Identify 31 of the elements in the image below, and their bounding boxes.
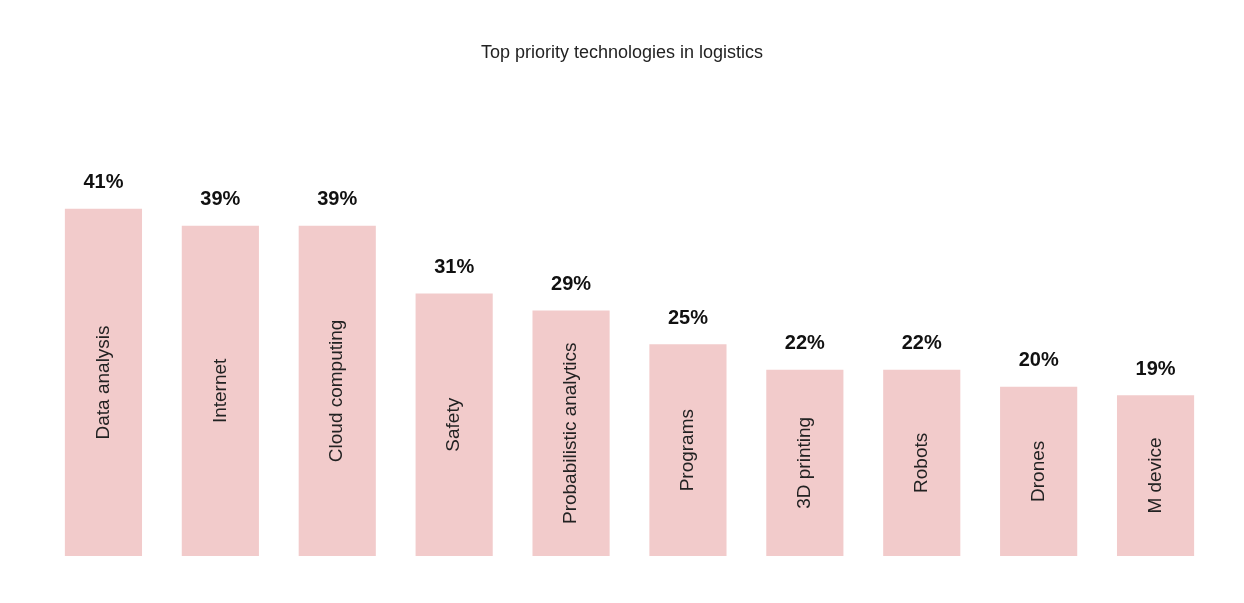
bar <box>1000 386 1078 556</box>
data-label: 22% <box>784 331 826 354</box>
data-label: 41% <box>83 170 124 193</box>
x-tick-label: Cloud computing <box>325 319 347 463</box>
bar <box>1116 395 1195 556</box>
x-tick-label: M device <box>1143 437 1165 514</box>
data-label: 19% <box>1135 356 1176 379</box>
x-tick-label: Robots <box>909 432 931 493</box>
bar <box>649 344 727 556</box>
bar <box>298 225 376 556</box>
data-label: 20% <box>1018 348 1059 371</box>
x-tick-label: Programs <box>676 408 698 492</box>
bar <box>766 369 844 556</box>
data-label: 29% <box>551 271 592 294</box>
data-label: 31% <box>434 255 475 278</box>
data-label: 39% <box>317 187 358 210</box>
x-tick-label: Data analysis <box>91 325 113 440</box>
bar <box>181 225 259 556</box>
x-tick-label: Probabilistic analytics <box>559 342 581 525</box>
bar <box>883 369 961 556</box>
x-tick-label: 3D printing <box>793 416 815 509</box>
bar <box>532 310 610 556</box>
bar <box>64 208 143 556</box>
bar <box>415 293 493 556</box>
chart-title: Top priority technologies in logistics <box>479 42 765 63</box>
data-label: 39% <box>200 187 241 210</box>
x-tick-label: Internet <box>208 357 230 424</box>
x-tick-label: Safety <box>442 397 464 452</box>
data-label: 25% <box>667 305 709 328</box>
x-tick-label: Drones <box>1026 440 1048 502</box>
data-label: 22% <box>901 331 942 354</box>
